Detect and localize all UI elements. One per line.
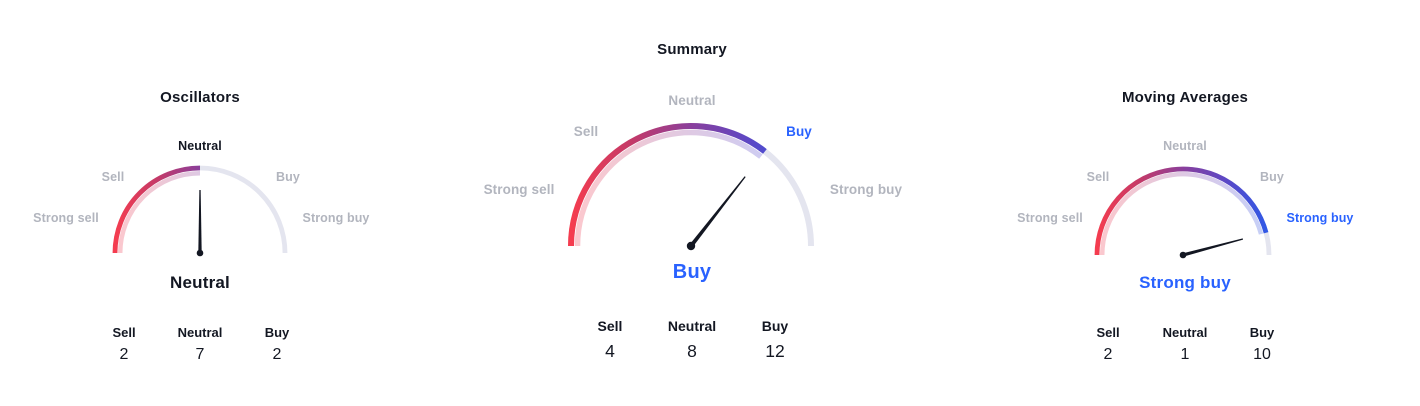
gauge-fill bbox=[112, 165, 201, 254]
scale-label-buy: Buy bbox=[1260, 170, 1284, 184]
count-neutral-value: 1 bbox=[1180, 346, 1190, 363]
count-neutral: Neutral 7 bbox=[178, 325, 223, 364]
count-sell: Sell 2 bbox=[1096, 325, 1119, 364]
scale-label-buy: Buy bbox=[786, 124, 812, 139]
scale-label-strong-buy: Strong buy bbox=[829, 182, 903, 197]
gauge-title: Moving Averages bbox=[1121, 89, 1249, 106]
gauge-title: Oscillators bbox=[160, 89, 240, 106]
gauge-fill bbox=[568, 123, 767, 247]
count-neutral-value: 7 bbox=[195, 346, 205, 363]
count-sell-label: Sell bbox=[597, 318, 623, 334]
count-buy: Buy 2 bbox=[265, 325, 290, 364]
count-buy-label: Buy bbox=[1249, 325, 1275, 340]
gauge-needle bbox=[689, 176, 746, 248]
scale-label-neutral: Neutral bbox=[668, 93, 716, 108]
count-buy-label: Buy bbox=[264, 325, 290, 340]
scale-label-strong-sell: Strong sell bbox=[1017, 211, 1083, 225]
count-buy: Buy 10 bbox=[1250, 325, 1275, 364]
gauge-reading: Neutral bbox=[170, 273, 230, 292]
scale-label-neutral: Neutral bbox=[178, 139, 222, 153]
count-neutral-label: Neutral bbox=[177, 325, 223, 340]
gauge-track bbox=[1094, 166, 1272, 256]
scale-label-strong-sell: Strong sell bbox=[483, 182, 555, 197]
count-sell: Sell 4 bbox=[598, 318, 623, 362]
gauge-needle-pivot bbox=[196, 249, 204, 257]
count-buy-label: Buy bbox=[761, 318, 789, 334]
count-neutral-label: Neutral bbox=[667, 318, 717, 334]
count-sell: Sell 2 bbox=[112, 325, 135, 364]
count-sell-value: 2 bbox=[119, 346, 129, 363]
gauge-needle bbox=[198, 190, 202, 253]
gauge-needle-pivot bbox=[686, 241, 696, 251]
count-neutral-label: Neutral bbox=[1162, 325, 1208, 340]
count-sell-label: Sell bbox=[112, 325, 136, 340]
count-buy-value: 10 bbox=[1253, 346, 1271, 363]
gauge-track bbox=[568, 123, 814, 247]
scale-label-strong-buy: Strong buy bbox=[302, 211, 370, 225]
gauge-fill-soft bbox=[574, 129, 763, 247]
gauge-dial bbox=[112, 165, 288, 257]
gauge-dial bbox=[568, 123, 814, 251]
count-sell-value: 2 bbox=[1103, 346, 1113, 363]
gauge-fill bbox=[1094, 166, 1269, 256]
count-neutral-value: 8 bbox=[687, 341, 697, 361]
count-sell-label: Sell bbox=[1096, 325, 1120, 340]
gauge-needle-pivot bbox=[1179, 251, 1187, 259]
count-buy-value: 12 bbox=[765, 341, 785, 361]
gauge-reading: Buy bbox=[672, 261, 712, 283]
scale-label-neutral: Neutral bbox=[1163, 139, 1207, 153]
gauge-reading: Strong buy bbox=[1139, 273, 1231, 292]
count-buy: Buy 12 bbox=[762, 318, 788, 362]
count-neutral: Neutral 1 bbox=[1163, 325, 1208, 364]
scale-label-strong-buy: Strong buy bbox=[1286, 211, 1354, 225]
gauge-fill-soft bbox=[1099, 172, 1264, 256]
gauge-title: Summary bbox=[657, 41, 727, 58]
scale-label-sell: Sell bbox=[1086, 170, 1110, 184]
count-buy-value: 2 bbox=[272, 346, 282, 363]
gauge-needle bbox=[1182, 238, 1244, 257]
scale-label-buy: Buy bbox=[276, 170, 300, 184]
gauge-fill-soft bbox=[117, 170, 201, 254]
scale-label-strong-sell: Strong sell bbox=[33, 211, 99, 225]
count-sell-value: 4 bbox=[605, 341, 615, 361]
gauge-dial bbox=[1094, 166, 1272, 259]
scale-label-sell: Sell bbox=[573, 124, 599, 139]
scale-label-sell: Sell bbox=[101, 170, 125, 184]
count-neutral: Neutral 8 bbox=[668, 318, 716, 362]
